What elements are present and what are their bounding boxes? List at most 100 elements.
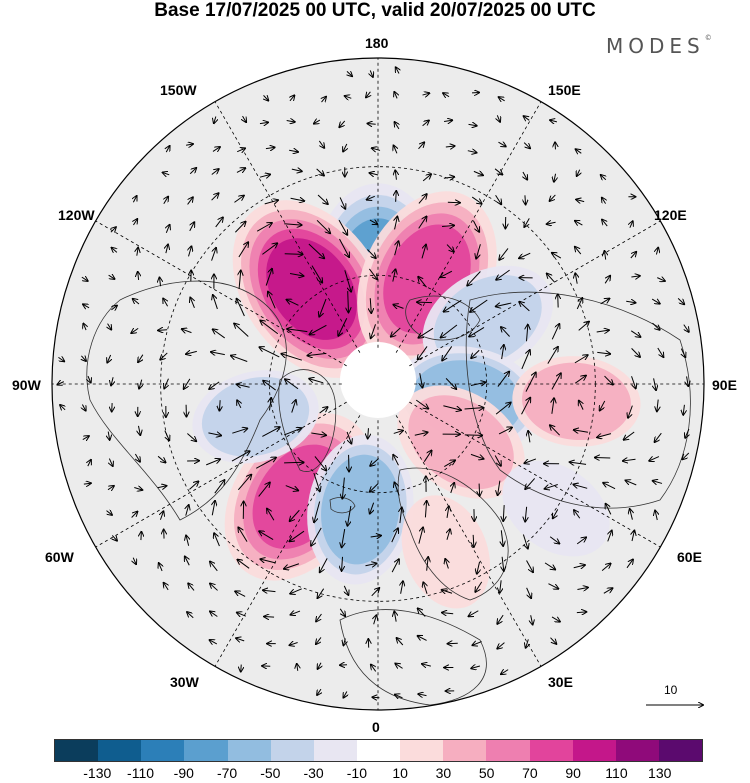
wind-vector xyxy=(214,533,220,547)
wind-vector xyxy=(418,277,427,288)
wind-vector xyxy=(681,348,685,358)
wind-vector xyxy=(259,347,280,358)
colorbar-swatch xyxy=(227,740,271,761)
wind-vector xyxy=(318,588,325,598)
colorbar-tick-label: -50 xyxy=(260,765,281,781)
wind-vector xyxy=(164,430,169,441)
wind-vector xyxy=(418,527,423,544)
wind-vector xyxy=(469,610,479,617)
wind-vector xyxy=(319,140,324,148)
wind-vector xyxy=(112,248,117,253)
wind-vector xyxy=(519,252,531,258)
wind-vector xyxy=(213,329,225,339)
wind-vector xyxy=(370,173,379,175)
wind-vector xyxy=(237,613,247,617)
wind-vector xyxy=(573,565,585,568)
wind-vector xyxy=(290,95,294,100)
wind-vector xyxy=(494,455,501,466)
wind-vector xyxy=(342,528,345,547)
wind-vector xyxy=(237,560,250,569)
wind-vector xyxy=(394,92,397,99)
wind-vector xyxy=(444,299,462,311)
wind-vector xyxy=(440,270,453,277)
lon-label-30w: 30W xyxy=(170,674,199,690)
wind-vector xyxy=(496,269,510,280)
wind-vector xyxy=(133,299,140,305)
wind-vector xyxy=(500,580,502,592)
wind-vector xyxy=(368,428,369,438)
wind-vector xyxy=(552,253,562,259)
wind-vector xyxy=(345,96,352,98)
anomaly-center xyxy=(512,356,641,447)
wind-vector xyxy=(497,642,505,649)
wind-vector xyxy=(394,241,399,256)
wind-vector xyxy=(371,588,379,597)
wind-vector xyxy=(343,638,345,646)
wind-vector xyxy=(135,453,140,462)
colorbar-tick-label: -70 xyxy=(216,765,238,781)
wind-vector xyxy=(255,458,276,469)
wind-vector xyxy=(657,399,658,412)
wind-vector xyxy=(525,506,526,522)
wind-vector xyxy=(423,451,431,462)
wind-vector xyxy=(418,327,434,337)
wind-vector xyxy=(576,612,586,613)
wind-vector xyxy=(311,433,326,435)
wind-vector xyxy=(314,501,321,523)
meridian-line xyxy=(214,101,361,353)
lon-label-90e: 90E xyxy=(712,377,737,393)
wind-vector xyxy=(107,486,114,490)
wind-vector xyxy=(347,505,352,526)
colorbar-tick-label: 10 xyxy=(392,765,408,781)
wind-vector xyxy=(551,324,559,340)
wind-vector xyxy=(287,300,299,306)
wind-vector xyxy=(187,197,193,205)
wind-vector xyxy=(190,298,194,309)
wind-vector xyxy=(83,304,90,307)
wind-vector xyxy=(342,556,343,571)
wind-vector xyxy=(524,116,530,120)
wind-vectors xyxy=(57,67,688,697)
wind-vector xyxy=(628,405,633,418)
wind-vector xyxy=(339,120,346,127)
wind-vector xyxy=(285,485,298,491)
wind-vector xyxy=(682,452,690,459)
wind-vector xyxy=(317,688,321,695)
wind-vector xyxy=(264,95,269,100)
wind-vector xyxy=(269,398,271,411)
wind-vector xyxy=(342,477,344,499)
wind-vector xyxy=(626,559,633,569)
wind-vector xyxy=(597,352,610,354)
wind-vector xyxy=(343,143,347,152)
wind-vector xyxy=(317,194,328,204)
wind-vector xyxy=(394,145,397,154)
wind-vector xyxy=(108,275,115,279)
wind-vector xyxy=(441,324,458,337)
wind-vector xyxy=(309,379,324,384)
brand-logo: MODES© xyxy=(606,34,712,58)
wind-vector xyxy=(526,587,531,598)
wind-vector xyxy=(524,458,537,463)
wind-vector xyxy=(400,508,402,524)
wind-vector xyxy=(284,563,300,569)
wind-vector xyxy=(576,537,586,545)
wind-vector xyxy=(231,356,248,362)
wind-vector xyxy=(322,97,326,102)
wind-vector xyxy=(445,559,448,569)
wind-vector xyxy=(316,168,324,176)
wind-vector xyxy=(501,327,510,337)
wind-vector xyxy=(158,330,168,331)
wind-vector xyxy=(394,611,396,622)
wind-vector xyxy=(471,196,481,204)
wind-vector xyxy=(554,173,556,182)
wind-vector xyxy=(348,291,349,312)
wind-vector xyxy=(234,222,245,233)
colorbar-tick-label: 70 xyxy=(522,765,538,781)
wind-vector xyxy=(284,428,301,436)
wind-vector xyxy=(418,217,427,229)
wind-vector xyxy=(367,249,375,258)
meridian-line xyxy=(214,415,361,667)
wind-vector xyxy=(525,478,536,489)
wind-vector xyxy=(626,301,635,303)
colorbar-tick-label: -30 xyxy=(303,765,324,781)
